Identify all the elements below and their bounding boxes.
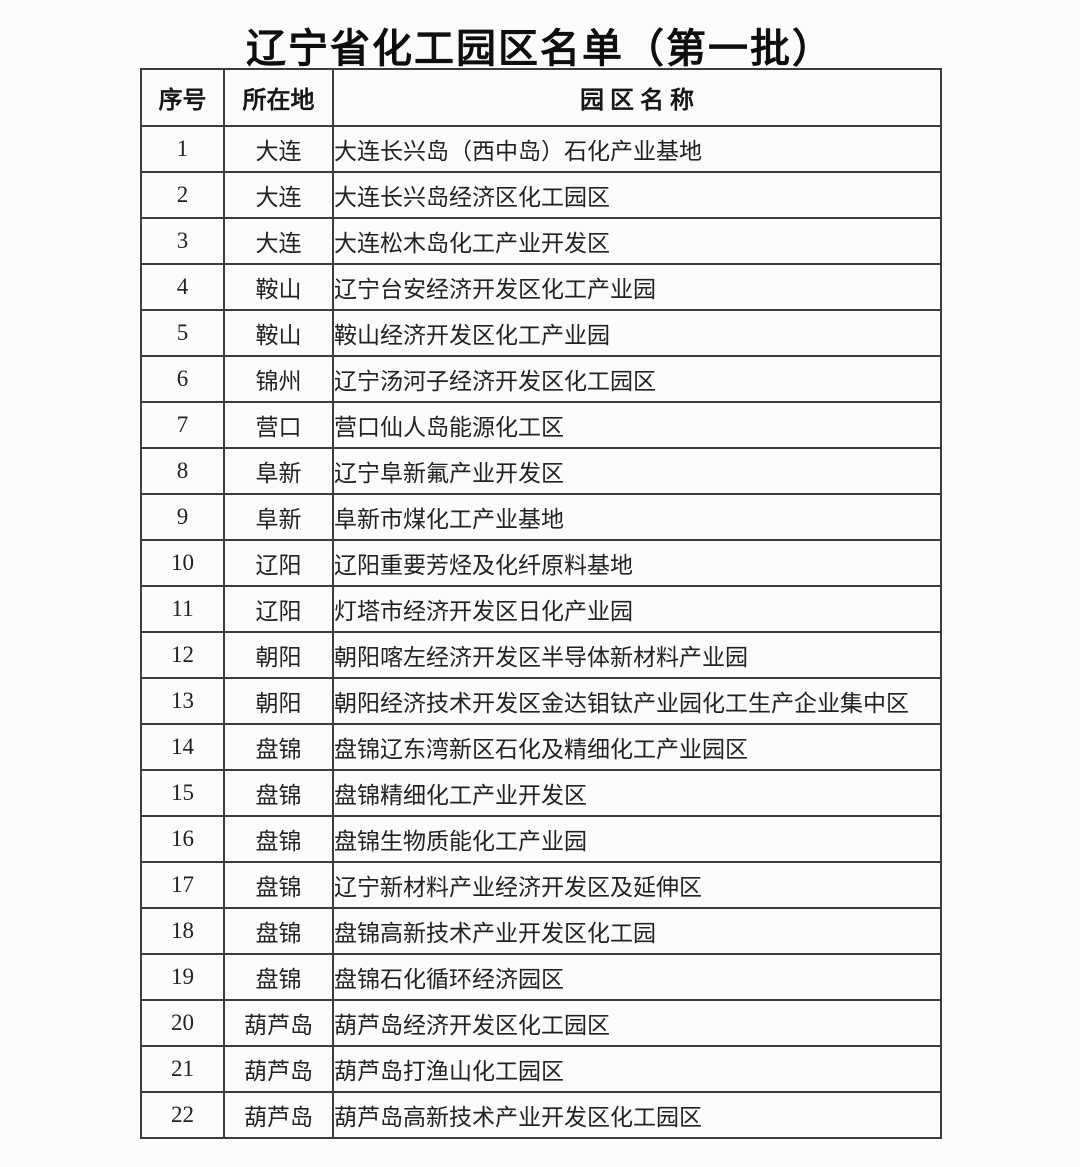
row-park-name: 辽宁台安经济开发区化工产业园 xyxy=(332,263,942,311)
table-row: 18 盘锦 盘锦高新技术产业开发区化工园 xyxy=(140,907,942,955)
row-park-name: 大连松木岛化工产业开发区 xyxy=(332,217,942,265)
row-location: 鞍山 xyxy=(223,263,334,311)
row-serial-number: 10 xyxy=(140,539,225,587)
row-location: 大连 xyxy=(223,217,334,265)
row-park-name: 葫芦岛高新技术产业开发区化工园区 xyxy=(332,1091,942,1139)
row-location: 朝阳 xyxy=(223,631,334,679)
table-row: 1 大连 大连长兴岛（西中岛）石化产业基地 xyxy=(140,125,942,173)
row-location: 葫芦岛 xyxy=(223,999,334,1047)
row-serial-number: 9 xyxy=(140,493,225,541)
row-serial-number: 11 xyxy=(140,585,225,633)
row-serial-number: 17 xyxy=(140,861,225,909)
row-park-name: 辽阳重要芳烃及化纤原料基地 xyxy=(332,539,942,587)
row-serial-number: 2 xyxy=(140,171,225,219)
row-serial-number: 13 xyxy=(140,677,225,725)
row-serial-number: 14 xyxy=(140,723,225,771)
table-row: 12 朝阳 朝阳喀左经济开发区半导体新材料产业园 xyxy=(140,631,942,679)
table-row: 9 阜新 阜新市煤化工产业基地 xyxy=(140,493,942,541)
row-location: 盘锦 xyxy=(223,907,334,955)
row-serial-number: 4 xyxy=(140,263,225,311)
row-location: 阜新 xyxy=(223,447,334,495)
row-serial-number: 15 xyxy=(140,769,225,817)
row-park-name: 大连长兴岛经济区化工园区 xyxy=(332,171,942,219)
row-serial-number: 18 xyxy=(140,907,225,955)
row-serial-number: 12 xyxy=(140,631,225,679)
row-park-name: 辽宁新材料产业经济开发区及延伸区 xyxy=(332,861,942,909)
row-park-name: 葫芦岛打渔山化工园区 xyxy=(332,1045,942,1093)
table-row: 19 盘锦 盘锦石化循环经济园区 xyxy=(140,953,942,1001)
row-serial-number: 3 xyxy=(140,217,225,265)
table-header-row: 序号 所在地 园 区 名 称 xyxy=(140,68,942,127)
row-park-name: 鞍山经济开发区化工产业园 xyxy=(332,309,942,357)
row-park-name: 朝阳经济技术开发区金达钼钛产业园化工生产企业集中区 xyxy=(332,677,942,725)
row-park-name: 朝阳喀左经济开发区半导体新材料产业园 xyxy=(332,631,942,679)
row-park-name: 辽宁汤河子经济开发区化工园区 xyxy=(332,355,942,403)
row-location: 营口 xyxy=(223,401,334,449)
table-row: 15 盘锦 盘锦精细化工产业开发区 xyxy=(140,769,942,817)
row-park-name: 盘锦辽东湾新区石化及精细化工产业园区 xyxy=(332,723,942,771)
header-serial-number: 序号 xyxy=(140,68,225,127)
table-row: 4 鞍山 辽宁台安经济开发区化工产业园 xyxy=(140,263,942,311)
row-park-name: 盘锦石化循环经济园区 xyxy=(332,953,942,1001)
row-location: 盘锦 xyxy=(223,815,334,863)
row-serial-number: 20 xyxy=(140,999,225,1047)
row-serial-number: 8 xyxy=(140,447,225,495)
page-title: 辽宁省化工园区名单（第一批） xyxy=(246,27,834,71)
table-row: 14 盘锦 盘锦辽东湾新区石化及精细化工产业园区 xyxy=(140,723,942,771)
row-park-name: 辽宁阜新氟产业开发区 xyxy=(332,447,942,495)
table-body: 1 大连 大连长兴岛（西中岛）石化产业基地 2 大连 大连长兴岛经济区化工园区 … xyxy=(140,125,942,1139)
table-row: 7 营口 营口仙人岛能源化工区 xyxy=(140,401,942,449)
row-location: 盘锦 xyxy=(223,769,334,817)
row-location: 朝阳 xyxy=(223,677,334,725)
table-row: 17 盘锦 辽宁新材料产业经济开发区及延伸区 xyxy=(140,861,942,909)
row-location: 盘锦 xyxy=(223,723,334,771)
header-park-name: 园 区 名 称 xyxy=(332,68,942,127)
table-row: 13 朝阳 朝阳经济技术开发区金达钼钛产业园化工生产企业集中区 xyxy=(140,677,942,725)
row-location: 葫芦岛 xyxy=(223,1045,334,1093)
row-location: 阜新 xyxy=(223,493,334,541)
row-park-name: 葫芦岛经济开发区化工园区 xyxy=(332,999,942,1047)
table-row: 11 辽阳 灯塔市经济开发区日化产业园 xyxy=(140,585,942,633)
table-row: 21 葫芦岛 葫芦岛打渔山化工园区 xyxy=(140,1045,942,1093)
table-row: 16 盘锦 盘锦生物质能化工产业园 xyxy=(140,815,942,863)
row-park-name: 阜新市煤化工产业基地 xyxy=(332,493,942,541)
table-row: 5 鞍山 鞍山经济开发区化工产业园 xyxy=(140,309,942,357)
row-location: 盘锦 xyxy=(223,953,334,1001)
row-serial-number: 21 xyxy=(140,1045,225,1093)
row-serial-number: 6 xyxy=(140,355,225,403)
table-row: 3 大连 大连松木岛化工产业开发区 xyxy=(140,217,942,265)
row-park-name: 营口仙人岛能源化工区 xyxy=(332,401,942,449)
row-location: 辽阳 xyxy=(223,585,334,633)
table-row: 6 锦州 辽宁汤河子经济开发区化工园区 xyxy=(140,355,942,403)
table-row: 2 大连 大连长兴岛经济区化工园区 xyxy=(140,171,942,219)
row-park-name: 盘锦高新技术产业开发区化工园 xyxy=(332,907,942,955)
row-park-name: 灯塔市经济开发区日化产业园 xyxy=(332,585,942,633)
row-location: 葫芦岛 xyxy=(223,1091,334,1139)
row-serial-number: 7 xyxy=(140,401,225,449)
row-park-name: 大连长兴岛（西中岛）石化产业基地 xyxy=(332,125,942,173)
row-location: 鞍山 xyxy=(223,309,334,357)
row-location: 大连 xyxy=(223,125,334,173)
table-row: 22 葫芦岛 葫芦岛高新技术产业开发区化工园区 xyxy=(140,1091,942,1139)
table-row: 10 辽阳 辽阳重要芳烃及化纤原料基地 xyxy=(140,539,942,587)
parks-table: 序号 所在地 园 区 名 称 1 大连 大连长兴岛（西中岛）石化产业基地 2 大… xyxy=(140,68,942,1139)
row-location: 锦州 xyxy=(223,355,334,403)
row-serial-number: 19 xyxy=(140,953,225,1001)
row-serial-number: 1 xyxy=(140,125,225,173)
table-row: 8 阜新 辽宁阜新氟产业开发区 xyxy=(140,447,942,495)
row-location: 大连 xyxy=(223,171,334,219)
header-location: 所在地 xyxy=(223,68,334,127)
table-row: 20 葫芦岛 葫芦岛经济开发区化工园区 xyxy=(140,999,942,1047)
row-serial-number: 22 xyxy=(140,1091,225,1139)
row-park-name: 盘锦精细化工产业开发区 xyxy=(332,769,942,817)
row-serial-number: 5 xyxy=(140,309,225,357)
row-location: 盘锦 xyxy=(223,861,334,909)
row-location: 辽阳 xyxy=(223,539,334,587)
row-park-name: 盘锦生物质能化工产业园 xyxy=(332,815,942,863)
row-serial-number: 16 xyxy=(140,815,225,863)
